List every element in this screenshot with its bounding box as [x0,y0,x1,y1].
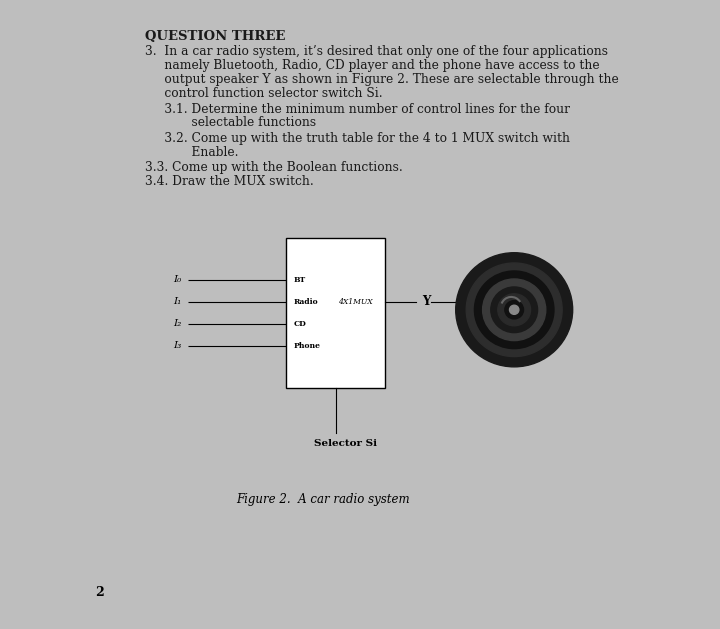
Circle shape [482,279,546,340]
Text: 3.1. Determine the minimum number of control lines for the four: 3.1. Determine the minimum number of con… [145,103,570,116]
Circle shape [467,263,562,357]
Text: BT: BT [294,276,306,284]
Text: output speaker Y as shown in Figure 2. These are selectable through the: output speaker Y as shown in Figure 2. T… [145,73,618,86]
Text: 2: 2 [96,586,104,599]
Text: Y: Y [422,295,431,308]
Text: I₁: I₁ [174,298,181,306]
Circle shape [498,294,531,326]
Text: Figure 2.  A car radio system: Figure 2. A car radio system [237,493,410,506]
Text: 3.  In a car radio system, it’s desired that only one of the four applications: 3. In a car radio system, it’s desired t… [145,45,608,58]
Text: I₂: I₂ [174,320,181,328]
Text: CD: CD [294,320,307,328]
Circle shape [491,287,538,333]
Circle shape [474,271,554,348]
Circle shape [505,301,523,319]
Text: namely Bluetooth, Radio, CD player and the phone have access to the: namely Bluetooth, Radio, CD player and t… [145,59,600,72]
Text: 4X1MUX: 4X1MUX [338,298,372,306]
Text: selectable functions: selectable functions [145,116,316,130]
Circle shape [510,305,519,314]
Text: I₃: I₃ [174,342,181,350]
Text: Enable.: Enable. [145,146,238,159]
Text: Selector Si: Selector Si [314,439,377,448]
Text: 3.2. Come up with the truth table for the 4 to 1 MUX switch with: 3.2. Come up with the truth table for th… [145,132,570,145]
Text: QUESTION THREE: QUESTION THREE [145,30,285,43]
Bar [287,238,385,388]
Text: 3.4. Draw the MUX switch.: 3.4. Draw the MUX switch. [145,175,314,188]
Text: I₀: I₀ [174,276,181,284]
Text: Phone: Phone [294,342,321,350]
Text: control function selector switch Si.: control function selector switch Si. [145,87,382,100]
Text: 3.3. Come up with the Boolean functions.: 3.3. Come up with the Boolean functions. [145,162,402,174]
Circle shape [456,253,572,367]
Text: Radio: Radio [294,298,318,306]
